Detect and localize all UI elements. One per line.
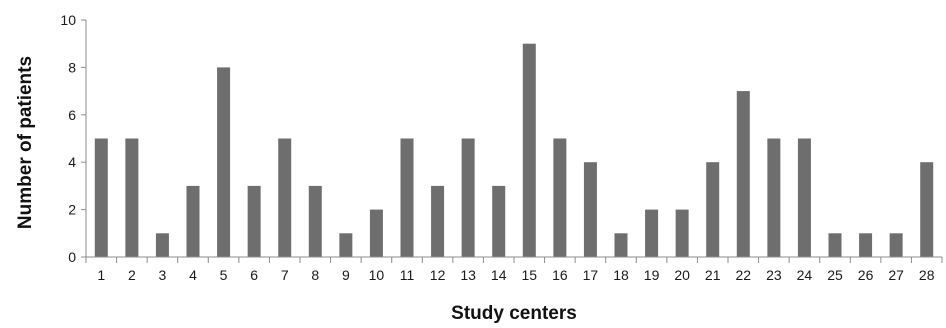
x-tick-label: 20 (674, 267, 690, 283)
bar (217, 67, 231, 258)
x-axis-title: Study centers (451, 303, 577, 324)
x-tick-label: 8 (311, 267, 319, 283)
bar (675, 209, 689, 257)
x-tick-label: 6 (250, 267, 258, 283)
x-tick-label: 19 (644, 267, 660, 283)
bar (155, 233, 169, 257)
x-tick-label: 11 (400, 267, 415, 283)
bars (94, 43, 934, 258)
bar (706, 162, 720, 257)
bar (125, 138, 139, 257)
x-tick-label: 9 (342, 267, 350, 283)
y-axis-ticks: 0 2 4 6 8 10 (60, 12, 86, 265)
x-tick-label: 10 (369, 267, 385, 283)
bar (400, 138, 414, 257)
y-tick-label: 6 (68, 107, 76, 123)
x-tick-label: 22 (735, 267, 751, 283)
bar (583, 162, 597, 257)
bar (614, 233, 628, 257)
y-tick-label: 2 (68, 202, 76, 218)
x-tick-label: 3 (159, 267, 167, 283)
y-tick-label: 0 (68, 249, 76, 265)
bar (94, 138, 108, 257)
bar (645, 209, 659, 257)
bar (186, 185, 200, 257)
x-tick-label: 27 (888, 267, 904, 283)
x-tick-label: 13 (460, 267, 476, 283)
bar (859, 233, 873, 257)
bar (889, 233, 903, 257)
x-tick-label: 1 (97, 267, 105, 283)
x-axis-ticks: 1 2 3 4 5 6 7 8 9 10 11 12 13 14 15 16 17 18 19 20 21 22 23 24 2… (85, 257, 943, 283)
bar (339, 233, 353, 257)
x-tick-label: 25 (827, 267, 843, 283)
bar (492, 185, 506, 257)
x-tick-label: 12 (430, 267, 446, 283)
bar (920, 162, 934, 257)
y-tick-label: 10 (60, 12, 76, 28)
bar (278, 138, 292, 257)
x-tick-label: 24 (797, 267, 813, 283)
x-tick-label: 21 (705, 267, 721, 283)
x-tick-label: 14 (491, 267, 507, 283)
y-axis-title: Number of patients (15, 56, 36, 229)
x-tick-label: 7 (281, 267, 289, 283)
x-tick-label: 15 (521, 267, 537, 283)
x-tick-label: 28 (919, 267, 935, 283)
x-tick-label: 26 (858, 267, 874, 283)
bar (461, 138, 475, 257)
bar (553, 138, 567, 257)
x-tick-label: 23 (766, 267, 782, 283)
y-tick-label: 4 (68, 154, 76, 170)
bar (767, 138, 781, 257)
x-tick-label: 16 (552, 267, 568, 283)
x-tick-label: 2 (128, 267, 136, 283)
bar (522, 43, 536, 258)
bar (828, 233, 842, 257)
bar (736, 91, 750, 257)
bar (369, 209, 383, 257)
bar (797, 138, 811, 257)
x-tick-label: 17 (583, 267, 599, 283)
bar (308, 185, 322, 257)
x-tick-label: 4 (189, 267, 197, 283)
x-tick-label: 5 (220, 267, 228, 283)
bar (431, 185, 445, 257)
y-tick-label: 8 (68, 59, 76, 75)
x-tick-label: 18 (613, 267, 629, 283)
bar (247, 185, 261, 257)
